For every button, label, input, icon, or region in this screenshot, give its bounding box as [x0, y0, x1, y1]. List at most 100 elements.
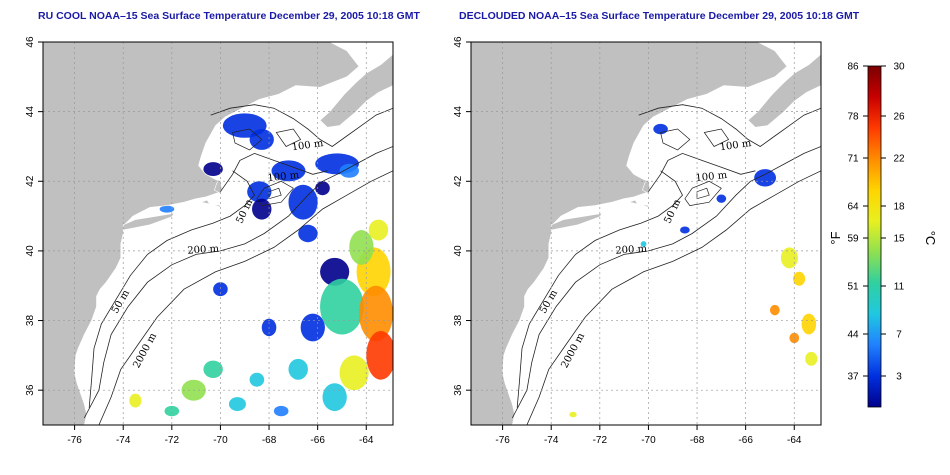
fahrenheit-tick-label: 78: [847, 112, 859, 123]
fahrenheit-unit-label: °F: [828, 231, 843, 244]
contour-2000m: [526, 170, 821, 425]
sst-patch: [801, 313, 817, 335]
y-tick-label: 36: [25, 384, 36, 396]
y-tick-label: 40: [25, 245, 36, 257]
y-tick-label: 42: [25, 175, 36, 187]
map-frame: [470, 41, 822, 426]
contour-50m: [88, 170, 255, 408]
y-tick-label: 38: [453, 315, 464, 327]
temperature-colorbar: 86 78 71 64 59 51 44 37 30 26 22 18 15 11 7 3 °F °C: [828, 62, 938, 408]
sst-patch: [339, 163, 359, 178]
contour-label: 200 m: [187, 244, 220, 257]
island-landmass: [214, 204, 223, 208]
sst-patch: [339, 355, 369, 391]
sst-patch: [569, 411, 577, 418]
sst-patch: [793, 271, 806, 286]
fahrenheit-tick-label: 59: [847, 234, 859, 245]
sst-patch: [769, 304, 780, 316]
sst-patch: [213, 282, 228, 297]
island-landmass: [642, 204, 651, 208]
x-tick-label: -66: [738, 435, 753, 446]
x-tick-label: -76: [67, 435, 82, 446]
contour-200m: [83, 146, 393, 419]
sst-patch: [754, 169, 777, 187]
gulf-of-maine-contour: [703, 128, 730, 147]
celsius-tick-label: 22: [893, 154, 905, 165]
georges-bank-contour: [684, 180, 722, 206]
celsius-tick-label: 18: [893, 202, 905, 213]
sst-patch: [716, 194, 727, 203]
x-tick-label: -74: [544, 435, 559, 446]
right-panel-title: DECLOUDED NOAA–15 Sea Surface Temperatur…: [459, 10, 860, 22]
sst-patch: [780, 247, 798, 269]
fahrenheit-tick-label: 51: [847, 282, 859, 293]
sst-patch: [320, 257, 350, 286]
sst-patch: [159, 205, 175, 213]
island-landmass: [199, 199, 211, 205]
sst-patch: [271, 160, 306, 182]
y-tick-label: 38: [25, 315, 36, 327]
contour-100m: [638, 104, 821, 147]
sst-patch: [368, 219, 389, 241]
gulf-of-maine-contour: [232, 128, 263, 151]
fahrenheit-tick-label: 86: [847, 62, 859, 73]
y-tick-label: 44: [25, 106, 36, 118]
x-tick-label: -74: [116, 435, 131, 446]
long-island-landmass: [122, 212, 175, 231]
sst-patch: [358, 285, 393, 342]
celsius-unit-label: °C: [923, 231, 938, 246]
sst-patch: [203, 162, 223, 177]
sst-patch: [805, 351, 818, 366]
contour-200m: [511, 146, 821, 419]
sst-patch: [322, 383, 347, 412]
sst-patch: [164, 405, 180, 417]
y-tick-label: 36: [453, 384, 464, 396]
fahrenheit-tick-label: 44: [847, 330, 859, 341]
fahrenheit-tick-label: 37: [847, 372, 859, 383]
mainland-landmass: [471, 42, 788, 425]
y-tick-label: 40: [453, 245, 464, 257]
fahrenheit-tick-label: 71: [847, 154, 859, 165]
colorbar-gradient: [867, 65, 882, 408]
celsius-tick-label: 30: [893, 62, 905, 73]
contour-label: 200 m: [615, 244, 648, 257]
celsius-tick-label: 3: [896, 372, 902, 383]
sst-patch: [273, 405, 289, 417]
x-tick-label: -66: [310, 435, 325, 446]
x-tick-label: -72: [593, 435, 608, 446]
gulf-of-maine-contour: [275, 128, 302, 147]
map-frame: [42, 41, 394, 426]
y-tick-label: 46: [453, 36, 464, 48]
left-panel-title: RU COOL NOAA–15 Sea Surface Temperature …: [38, 10, 420, 22]
sst-patch: [680, 226, 690, 234]
contour-label: 100 m: [291, 138, 324, 153]
gulf-of-maine-contour: [660, 128, 691, 151]
y-tick-label: 44: [453, 106, 464, 118]
sst-patch: [300, 313, 325, 342]
sst-patch: [203, 360, 223, 378]
y-tick-label: 42: [453, 175, 464, 187]
sst-patch: [366, 330, 393, 380]
contour-label: 100 m: [695, 170, 728, 184]
sst-patch: [288, 358, 308, 380]
y-tick-label: 46: [25, 36, 36, 48]
x-tick-label: -76: [495, 435, 510, 446]
georges-bank-contour: [256, 180, 294, 206]
sst-patch: [249, 372, 265, 387]
celsius-tick-label: 15: [893, 234, 905, 245]
sst-patch: [298, 224, 318, 243]
celsius-tick-label: 11: [894, 282, 905, 293]
x-tick-label: -70: [213, 435, 228, 446]
contour-100m: [210, 104, 393, 147]
nova-scotia-landmass: [319, 53, 393, 128]
island-landmass: [627, 199, 639, 205]
sst-patch: [640, 241, 647, 247]
contour-label: 100 m: [719, 138, 752, 153]
mainland-landmass: [43, 42, 360, 425]
contour-100m: [220, 152, 328, 192]
sst-patch: [288, 184, 318, 220]
sst-patch: [228, 397, 246, 412]
